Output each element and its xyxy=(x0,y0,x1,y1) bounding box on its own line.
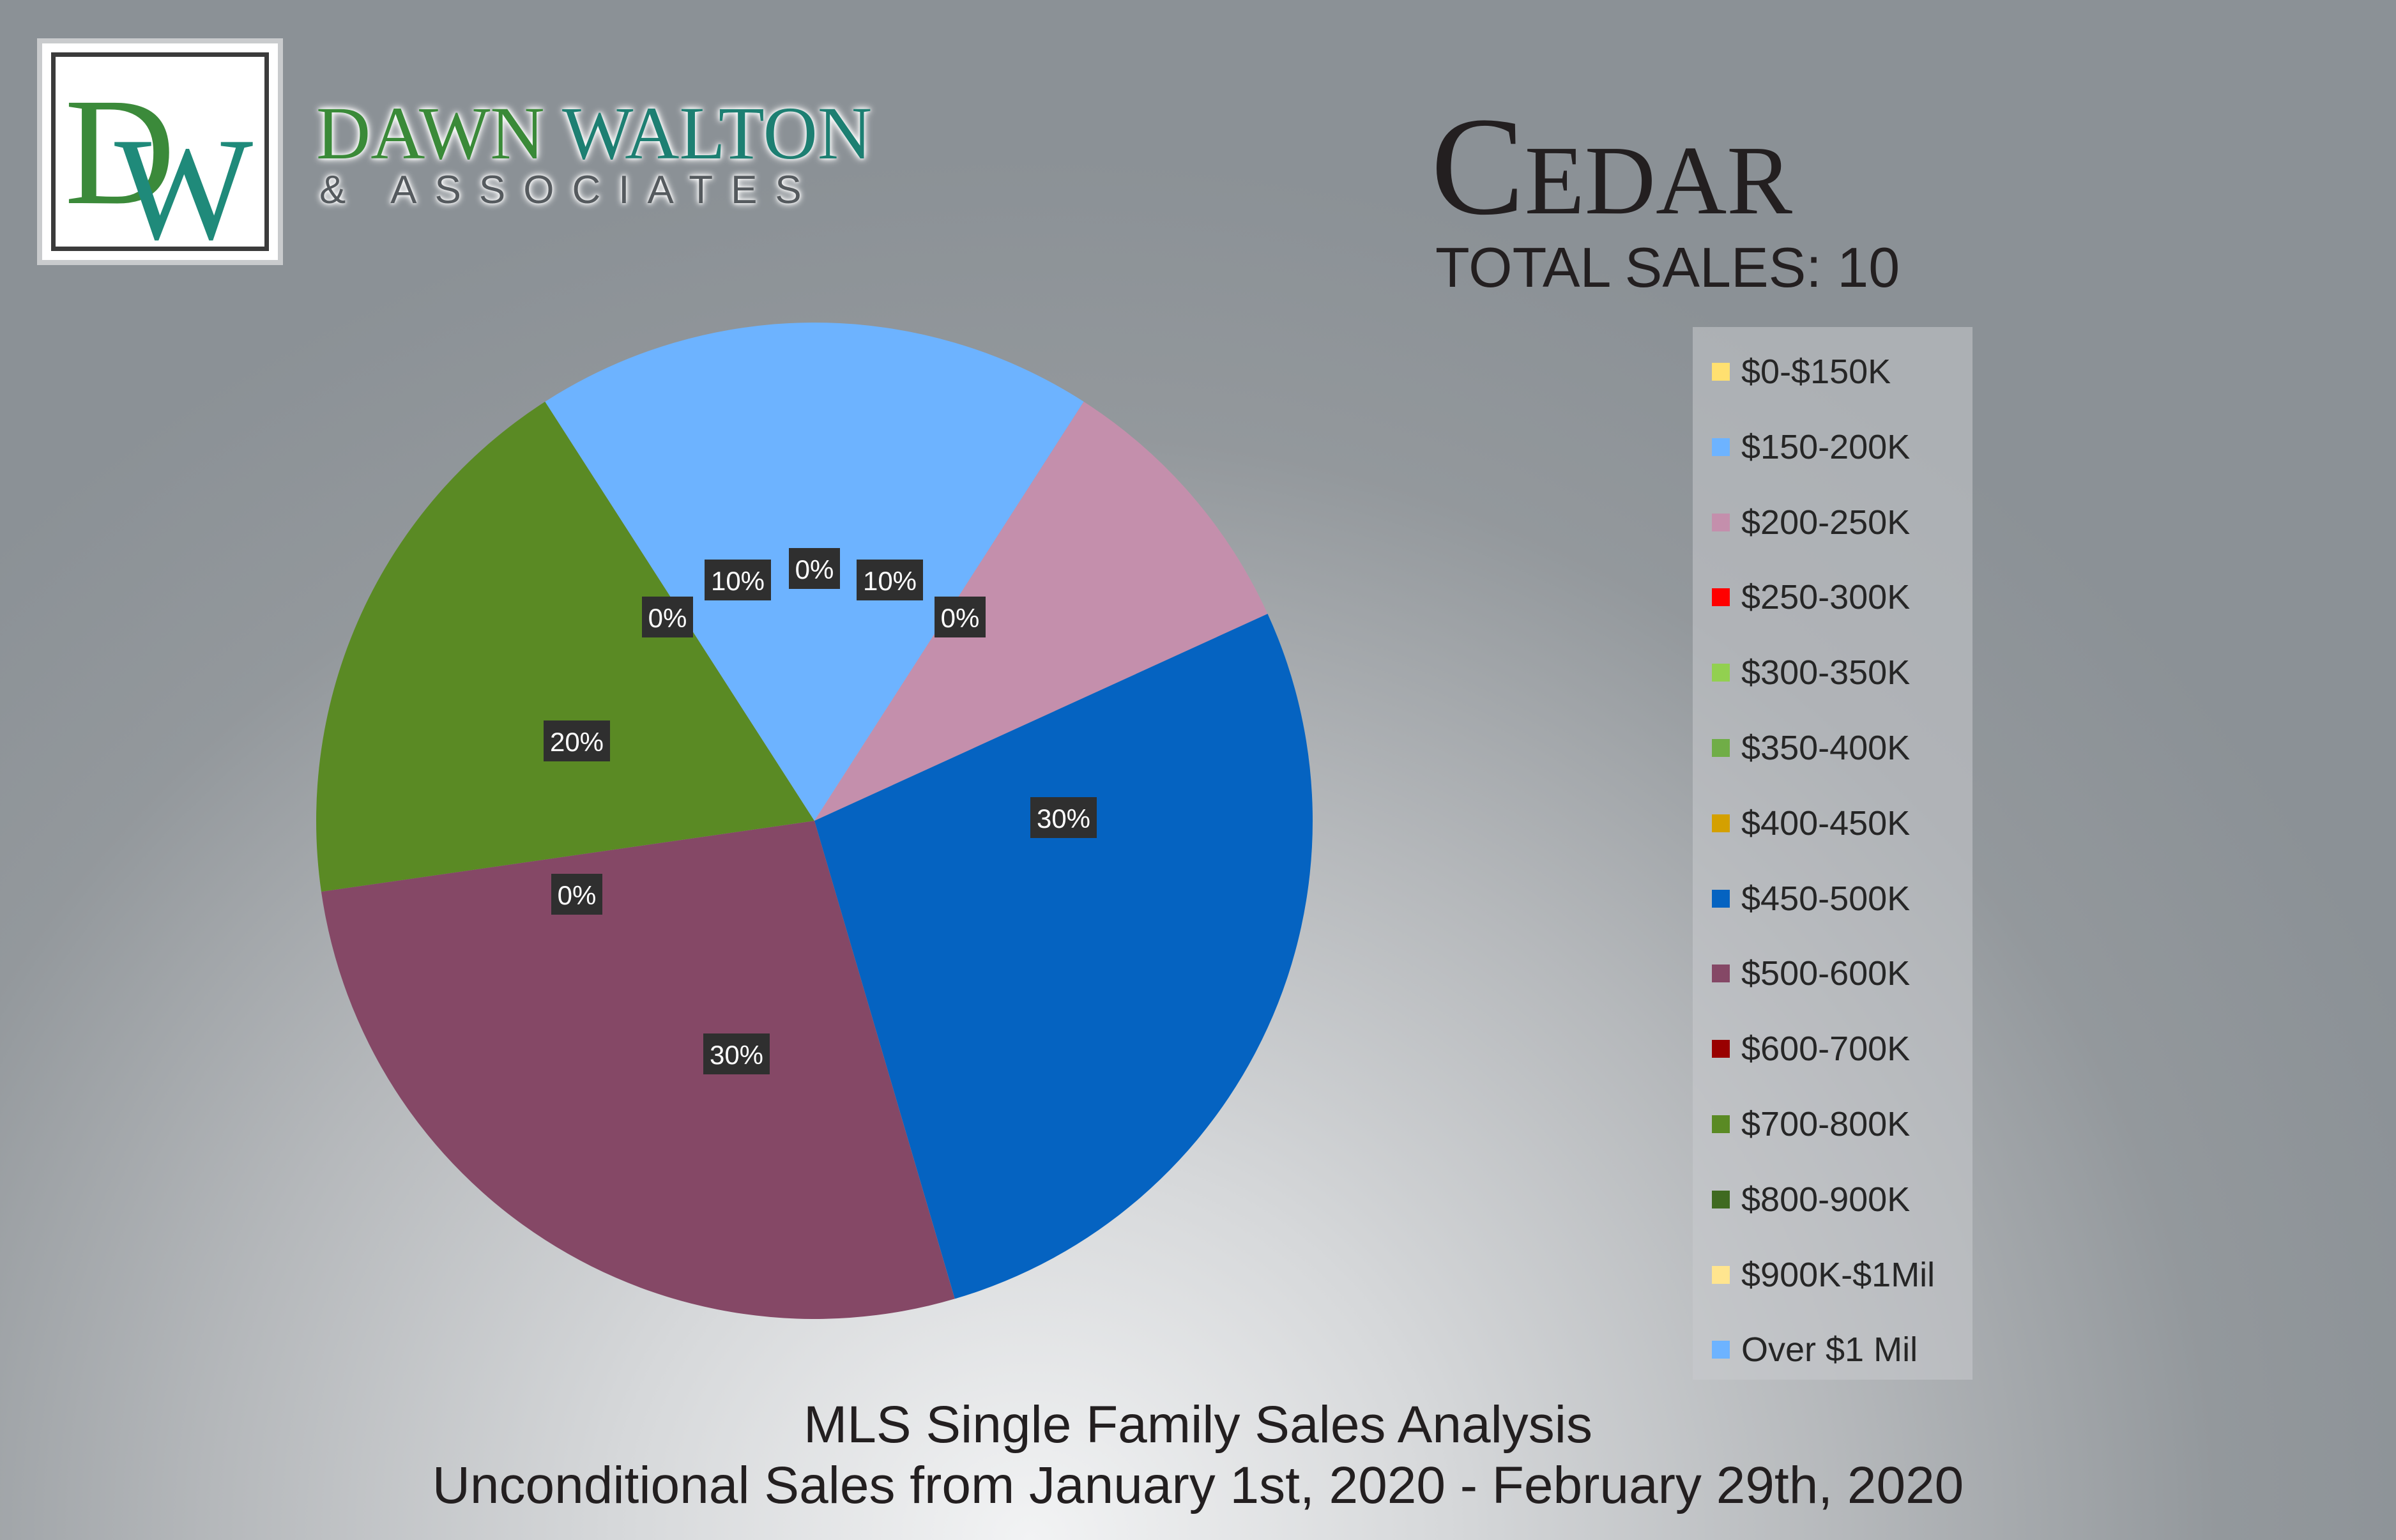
data-label-box xyxy=(857,560,923,600)
legend-swatch xyxy=(1712,1040,1730,1058)
legend-swatch xyxy=(1712,1341,1730,1359)
pie-slice-$700-800K xyxy=(316,401,815,892)
pie-slice-$500-600K xyxy=(321,821,955,1320)
legend-item: $700-800K xyxy=(1712,1099,1910,1150)
legend-swatch xyxy=(1712,363,1730,381)
data-label-text: 10% xyxy=(711,566,765,596)
legend-item: $500-600K xyxy=(1712,948,1910,999)
legend-label: $800-900K xyxy=(1741,1180,1911,1219)
legend-item: $300-350K xyxy=(1712,647,1910,698)
legend-item: $350-400K xyxy=(1712,722,1910,774)
brand-name-dawn: DAWN xyxy=(316,91,545,175)
data-label-box xyxy=(642,597,693,637)
data-label-box xyxy=(935,597,986,637)
data-label-box xyxy=(789,548,840,589)
data-label-text: 0% xyxy=(941,603,980,633)
brand-name: DAWN WALTON xyxy=(316,96,872,171)
legend-swatch xyxy=(1712,664,1730,682)
data-label-$0-$150K: 0% xyxy=(789,548,840,589)
logo-frame: D W xyxy=(37,38,283,265)
data-label-text: 30% xyxy=(1037,804,1090,834)
legend-item: $400-450K xyxy=(1712,798,1910,849)
logo-letter-w: W xyxy=(114,107,254,270)
legend-label: $250-300K xyxy=(1741,578,1911,617)
data-label-box xyxy=(1030,797,1097,838)
legend-label: $450-500K xyxy=(1741,879,1911,918)
legend-swatch xyxy=(1712,1265,1730,1284)
footer-title: MLS Single Family Sales Analysis xyxy=(803,1396,1593,1454)
data-label-$800-900K: 0% xyxy=(642,597,693,637)
legend-label: $200-250K xyxy=(1741,503,1911,542)
legend-swatch xyxy=(1712,438,1730,456)
legend-label: $500-600K xyxy=(1741,954,1911,993)
legend-label: $0-$150K xyxy=(1741,353,1891,391)
legend-item: $150-200K xyxy=(1712,422,1910,473)
data-label-box xyxy=(544,720,610,761)
legend-item: $200-250K xyxy=(1712,497,1910,548)
legend-label: $150-200K xyxy=(1741,427,1911,466)
pie-slice-$150-200K xyxy=(814,323,1084,821)
legend-item: $250-300K xyxy=(1712,572,1910,623)
data-label-box xyxy=(705,560,771,600)
legend-item: $600-700K xyxy=(1712,1023,1910,1074)
legend-label: $400-450K xyxy=(1741,804,1911,842)
legend-swatch xyxy=(1712,513,1730,531)
legend-item: $0-$150K xyxy=(1712,346,1891,397)
data-label-$150-200K: 10% xyxy=(705,560,771,600)
data-label-box xyxy=(551,874,602,915)
pie-slice-Over $1 Mil xyxy=(545,323,814,821)
legend-swatch xyxy=(1712,964,1730,983)
legend-swatch xyxy=(1712,588,1730,607)
data-label-$450-500K: 30% xyxy=(1030,797,1097,838)
chart-title: Cedar xyxy=(1431,88,1792,244)
legend-label: $300-350K xyxy=(1741,653,1911,692)
data-label-$250-300K: 0% xyxy=(935,597,986,637)
legend-item: Over $1 Mil xyxy=(1712,1324,1918,1375)
legend-label: $700-800K xyxy=(1741,1105,1911,1143)
legend-label: $600-700K xyxy=(1741,1030,1911,1069)
legend-item: $900K-$1Mil xyxy=(1712,1249,1935,1300)
pie-slice-$450-500K xyxy=(814,613,1313,1299)
legend-swatch xyxy=(1712,1115,1730,1133)
total-sales: TOTAL SALES: 10 xyxy=(1435,236,1900,299)
logo-letter-d: D xyxy=(65,66,176,236)
legend-label: Over $1 Mil xyxy=(1741,1330,1918,1369)
legend-item: $450-500K xyxy=(1712,873,1910,924)
data-label-$500-600K: 30% xyxy=(703,1033,770,1074)
legend-swatch xyxy=(1712,1190,1730,1208)
data-label-text: 0% xyxy=(795,554,834,584)
chart-legend: $0-$150K $150-200K $200-250K $250-300K $300-… xyxy=(1693,327,1973,1380)
brand-subtitle: & ASSOCIATES xyxy=(319,168,820,212)
legend-label: $350-400K xyxy=(1741,729,1911,767)
legend-swatch xyxy=(1712,814,1730,832)
data-label-text: 30% xyxy=(710,1040,763,1070)
data-label-text: 0% xyxy=(648,603,687,633)
legend-item: $800-900K xyxy=(1712,1174,1910,1225)
data-label-$600-700K: 0% xyxy=(551,874,602,915)
data-label-$200-250K: 10% xyxy=(857,560,923,600)
footer-date-range: Unconditional Sales from January 1st, 20… xyxy=(432,1456,1964,1514)
pie-slice-$200-250K xyxy=(814,401,1268,821)
legend-swatch xyxy=(1712,889,1730,908)
logo-monogram: D W xyxy=(51,52,269,263)
brand-name-walton: WALTON xyxy=(561,91,873,175)
legend-swatch xyxy=(1712,739,1730,757)
data-label-text: 20% xyxy=(550,727,604,757)
data-label-$700-800K: 20% xyxy=(544,720,610,761)
legend-label: $900K-$1Mil xyxy=(1741,1255,1935,1294)
data-label-box xyxy=(703,1033,770,1074)
data-label-text: 10% xyxy=(863,566,917,596)
data-label-text: 0% xyxy=(558,880,597,910)
